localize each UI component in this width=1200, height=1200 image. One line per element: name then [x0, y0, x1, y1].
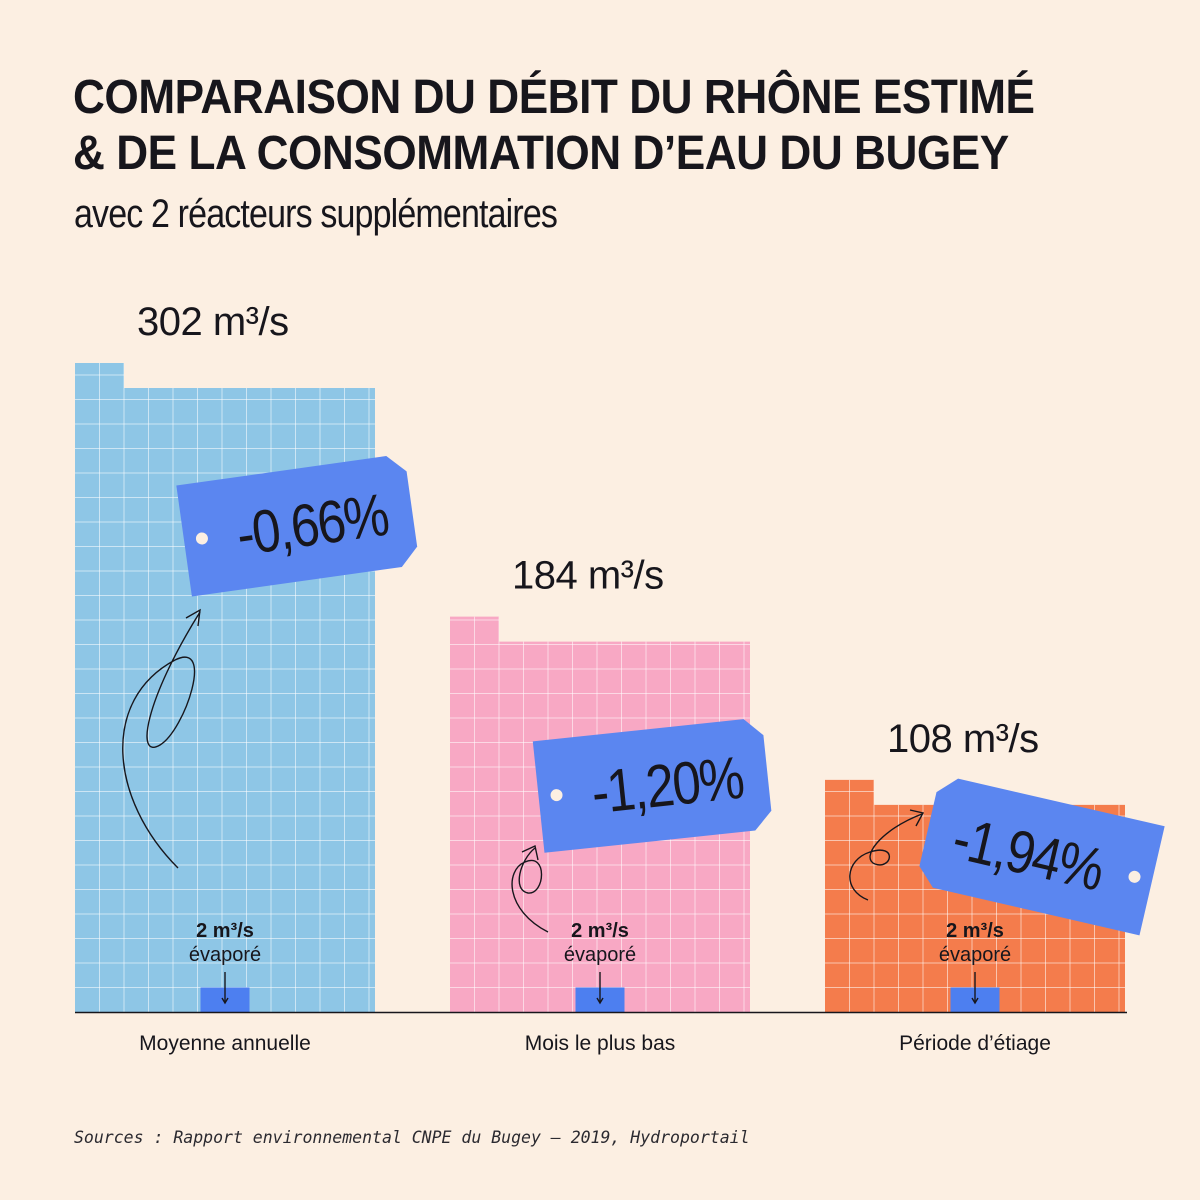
evaporated-label: évaporé: [939, 944, 1011, 966]
tag-shape: [176, 456, 418, 597]
chart-subtitle: avec 2 réacteurs supplémentaires: [74, 192, 558, 236]
category-label: Mois le plus bas: [525, 1032, 676, 1055]
category-label: Période d’étiage: [899, 1032, 1051, 1055]
evaporated-label: évaporé: [189, 944, 261, 966]
tag-hole: [550, 789, 563, 802]
category-label: Moyenne annuelle: [139, 1032, 311, 1055]
tag-hole: [1128, 870, 1141, 883]
squiggle-arrow-head: [185, 608, 201, 627]
bar: [75, 363, 375, 1012]
value-label: 184 m³/s: [512, 554, 664, 598]
squiggle-arrow: [511, 847, 549, 933]
evaporated-value-label: 2 m³/s: [196, 920, 254, 942]
percent-tag: -1,20%: [532, 719, 772, 853]
percent-tag: -1,94%: [919, 778, 1165, 936]
percent-tag: -0,66%: [176, 456, 418, 597]
evaporated-pointer-head: [221, 997, 229, 1005]
chart-title-line-1: COMPARAISON DU DÉBIT DU RHÔNE ESTIMÉ: [73, 71, 1035, 124]
evaporated-label: évaporé: [564, 944, 636, 966]
squiggle-arrow-head: [909, 809, 925, 827]
value-label: 302 m³/s: [137, 300, 289, 344]
evaporated-pointer-head: [971, 997, 979, 1005]
tag-hole: [195, 532, 208, 545]
percent-label: -1,20%: [588, 744, 746, 826]
value-label: 108 m³/s: [887, 717, 1039, 761]
squiggle-arrow: [849, 813, 923, 901]
chart-title: COMPARAISON DU DÉBIT DU RHÔNE ESTIMÉ & D…: [73, 70, 1085, 182]
squiggle-arrow-head: [521, 844, 539, 861]
squiggle-arrow: [122, 611, 201, 869]
tag-shape: [919, 778, 1165, 936]
evaporated-pointer-head: [596, 997, 604, 1005]
evaporated-value-label: 2 m³/s: [946, 920, 1004, 942]
source-note: Sources : Rapport environnemental CNPE d…: [74, 1128, 750, 1147]
chart-title-line-2: & DE LA CONSOMMATION D’EAU DU BUGEY: [73, 127, 1009, 180]
tag-shape: [532, 719, 772, 853]
evaporated-value-label: 2 m³/s: [571, 920, 629, 942]
